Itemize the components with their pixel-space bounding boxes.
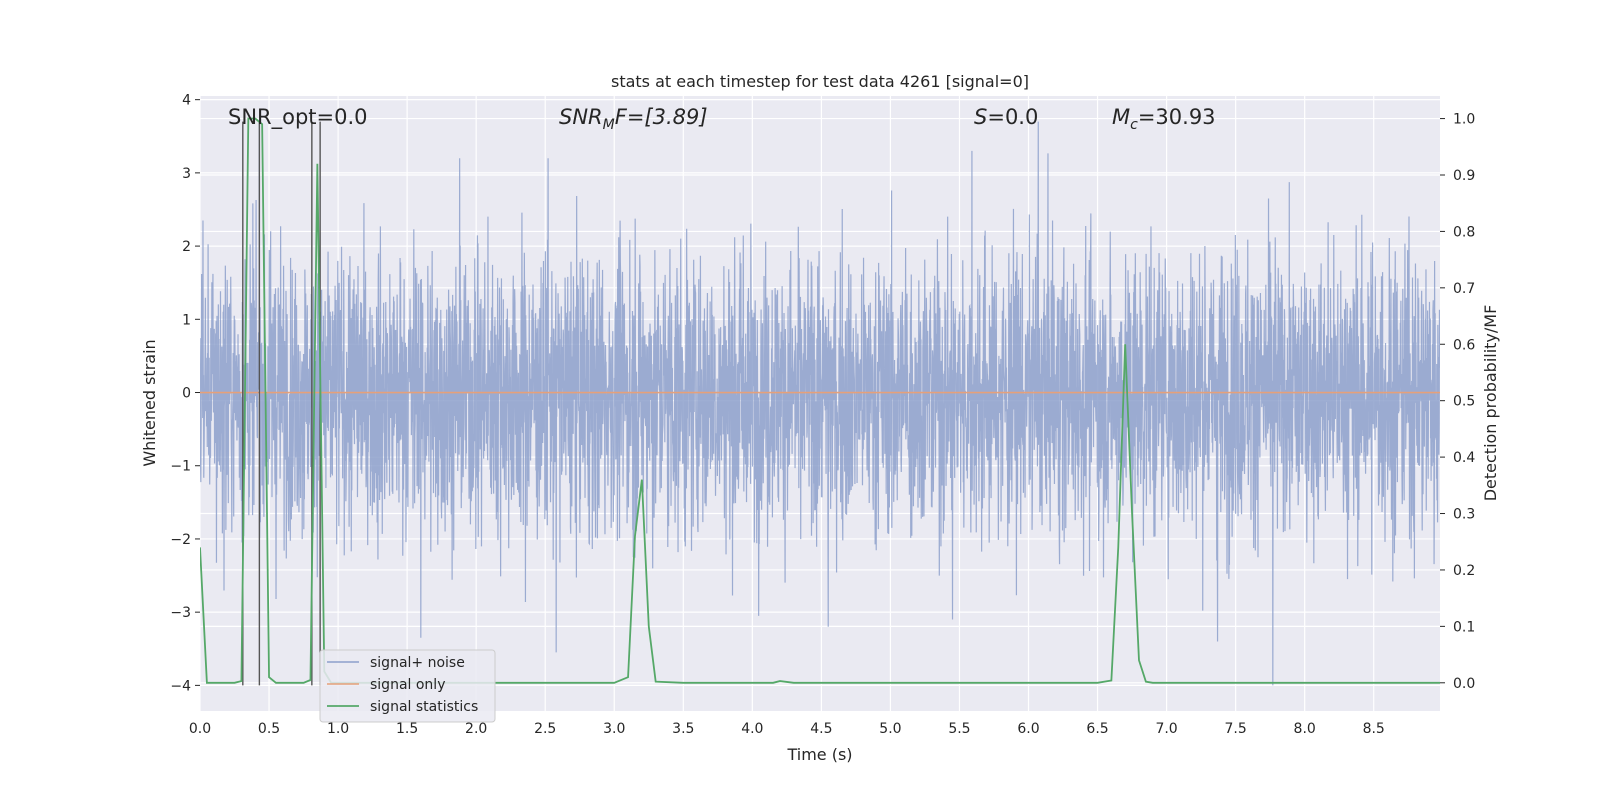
y2-axis-label: Detection probability/MF <box>1481 305 1500 502</box>
y-tick-label: 2 <box>182 239 191 255</box>
y2-tick-label: 0.2 <box>1453 563 1475 579</box>
x-tick-labels: 0.0 0.5 1.0 1.5 2.0 2.5 3.0 3.5 4.0 4.5 5.0 5.5 6.0 6… <box>189 721 1385 737</box>
x-tick-label: 4.0 <box>741 721 763 737</box>
x-tick-label: 6.5 <box>1086 721 1108 737</box>
y2-tick-label: 0.9 <box>1453 168 1475 184</box>
series-signal-plus-noise <box>200 121 1440 686</box>
legend-box <box>319 649 496 723</box>
x-tick-label: 0.0 <box>189 721 211 737</box>
x-tick-label: 2.0 <box>465 721 487 737</box>
x-tick-label: 0.5 <box>258 721 280 737</box>
y-tick-label: 1 <box>182 312 191 328</box>
y2-tick-label: 0.0 <box>1453 676 1475 692</box>
y2-tick-label: 0.7 <box>1453 281 1475 297</box>
x-tick-label: 4.5 <box>810 721 832 737</box>
y-tick-label: 0 <box>182 386 191 402</box>
x-tick-label: 8.0 <box>1294 721 1316 737</box>
chart-title: stats at each timestep for test data 426… <box>611 72 1029 91</box>
y-gridlines <box>200 99 1440 686</box>
series-signal-statistics <box>200 117 1440 684</box>
y2-tick-label: 0.6 <box>1453 337 1475 353</box>
annotation-s: S=0.0 <box>974 105 1038 129</box>
x-tick-label: 6.0 <box>1017 721 1039 737</box>
legend-label-noise: signal+ noise <box>370 655 465 671</box>
y2-tick-label: 1.0 <box>1453 112 1475 128</box>
annotation-snr-opt: SNR_opt=0.0 <box>228 105 368 130</box>
x-tick-label: 1.0 <box>327 721 349 737</box>
y2-tick-label: 0.3 <box>1453 507 1475 523</box>
y-tick-label: −1 <box>170 459 191 475</box>
x-tick-label: 1.5 <box>396 721 418 737</box>
legend-label-statistics: signal statistics <box>370 699 478 715</box>
x-tick-label: 3.5 <box>672 721 694 737</box>
y-tick-label: −2 <box>170 532 191 548</box>
x-tick-label: 5.5 <box>948 721 970 737</box>
y-tick-label: −4 <box>170 678 191 694</box>
annotation-mc: Mc=30.93 <box>1112 105 1216 133</box>
x-tick-label: 7.0 <box>1155 721 1177 737</box>
legend: signal+ noise signal only signal statist… <box>319 649 496 723</box>
annotation-snr-mf: SNRMF=[3.89] <box>559 105 708 133</box>
y2-tick-labels: 0.0 0.1 0.2 0.3 0.4 0.5 0.6 0.7 0.8 0.9 1.0 <box>1440 112 1475 692</box>
y-tick-labels: −4 −3 −2 −1 0 1 2 3 4 <box>170 93 200 694</box>
y-tick-label: 3 <box>182 166 191 182</box>
y-tick-label: −3 <box>170 605 191 621</box>
x-tick-label: 8.5 <box>1363 721 1385 737</box>
y2-tick-label: 0.4 <box>1453 450 1475 466</box>
legend-label-signal-only: signal only <box>370 677 445 693</box>
y2-tick-label: 0.5 <box>1453 394 1475 410</box>
x-tick-label: 5.0 <box>879 721 901 737</box>
y-tick-label: 4 <box>182 93 191 109</box>
x-tick-label: 2.5 <box>534 721 556 737</box>
y2-tick-label: 0.1 <box>1453 619 1475 635</box>
x-axis-label: Time (s) <box>786 745 852 764</box>
x-tick-label: 7.5 <box>1225 721 1247 737</box>
y2-tick-label: 0.8 <box>1453 224 1475 240</box>
x-tick-label: 3.0 <box>603 721 625 737</box>
y-axis-label: Whitened strain <box>140 339 159 466</box>
